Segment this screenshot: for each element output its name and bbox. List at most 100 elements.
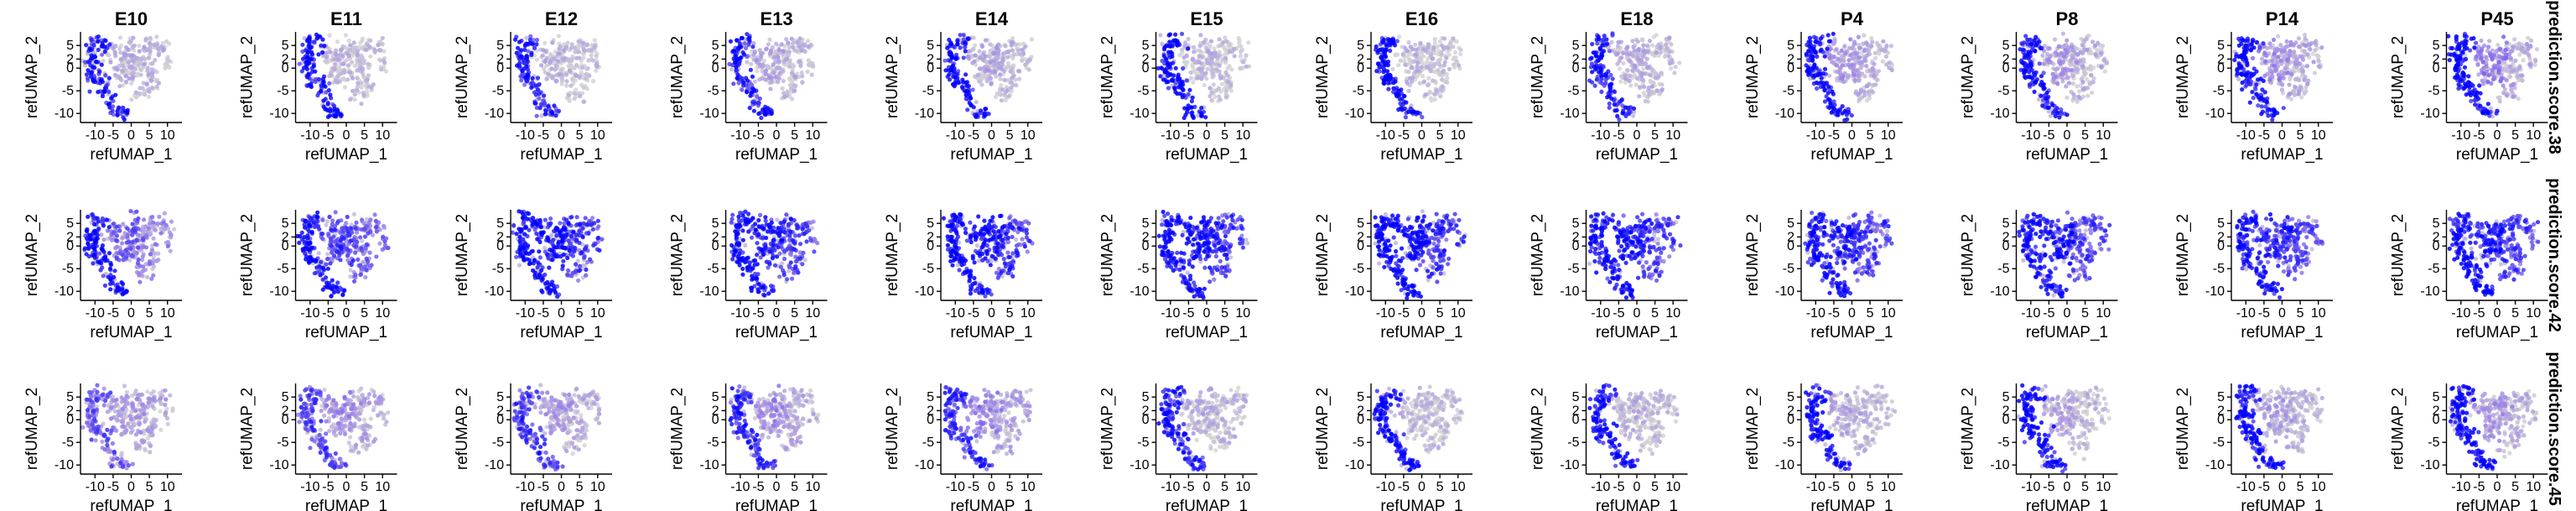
data-point [1218,76,1223,81]
data-point [1651,34,1656,39]
data-point [2247,100,2252,105]
data-point [1607,101,1612,107]
data-point [89,70,94,76]
data-point [2505,93,2510,98]
data-point [306,71,311,76]
data-point [582,48,587,54]
data-point [2498,79,2503,84]
data-point [2266,113,2271,118]
data-point [1205,60,1210,65]
data-point [548,60,553,65]
data-point [132,43,137,48]
data-point [979,82,984,87]
data-point [2264,100,2269,105]
data-point [1431,78,1436,83]
data-point [2243,43,2248,48]
data-point [1855,68,1860,73]
data-point [569,42,574,47]
data-point [958,45,963,50]
data-point [1398,58,1403,63]
data-point [2520,78,2525,83]
data-point [1441,70,1446,75]
data-point [535,76,541,81]
data-point [1597,45,1602,51]
data-point [147,55,152,60]
data-point [529,85,534,90]
y-axis-label: refUMAP_2 [454,36,471,118]
data-point [1864,64,1869,69]
data-point [320,50,325,55]
data-point [1457,63,1462,68]
data-point [1406,39,1411,45]
data-point [537,96,542,101]
data-point [1158,74,1163,79]
data-point [798,64,803,69]
data-point [107,101,112,106]
data-point [1166,70,1171,76]
data-point [360,39,365,44]
data-point [154,84,159,89]
data-point [137,43,142,49]
data-point [355,53,360,58]
data-point [2044,90,2049,96]
data-point [792,88,797,93]
data-point [564,79,569,84]
data-point [1202,70,1208,76]
data-point [1226,80,1231,85]
data-point [328,92,333,97]
x-tick-label: 10 [1021,128,1036,143]
data-point [1618,79,1623,84]
data-point [1870,39,1875,44]
data-point [348,97,353,102]
data-point [1444,55,1449,60]
data-point [2102,69,2107,74]
data-point [1630,53,1635,59]
data-point [1612,102,1617,107]
data-point [543,49,548,54]
data-point [2316,59,2321,64]
data-point [776,59,782,64]
data-point [1814,80,1819,86]
data-point [1410,76,1415,81]
data-point [1616,39,1621,45]
data-point [156,53,161,58]
data-point [1635,39,1640,44]
data-point [757,96,762,102]
data-point [111,45,116,50]
x-tick-label: -5 [107,128,119,143]
data-point [762,112,767,117]
data-point [1002,77,1007,82]
data-point [1432,96,1437,102]
data-point [534,57,540,62]
data-point [799,48,804,53]
data-point [1217,63,1222,68]
data-point [1856,74,1861,79]
data-point [2298,85,2303,90]
data-point [148,49,153,54]
data-point [1672,70,1677,76]
data-point [2454,34,2459,39]
data-point [1452,50,1458,55]
data-point [581,86,586,91]
x-axis-label: refUMAP_1 [2456,146,2538,164]
data-point [1407,57,1412,62]
data-point [2248,71,2253,76]
data-point [2080,80,2085,85]
data-point [365,77,370,82]
data-point [2474,55,2479,60]
data-point [2251,96,2256,101]
data-point [970,87,975,92]
column-title-p8: P8 [2056,8,2079,29]
data-point [590,58,596,63]
column-title-e12: E12 [545,8,578,29]
data-point [1379,55,1384,60]
data-point [983,38,988,43]
data-point [2486,44,2491,50]
x-tick-label: 5 [1006,128,1014,143]
data-point [955,39,960,44]
data-point [574,55,579,60]
data-point [127,76,132,81]
data-point [1884,43,1889,49]
